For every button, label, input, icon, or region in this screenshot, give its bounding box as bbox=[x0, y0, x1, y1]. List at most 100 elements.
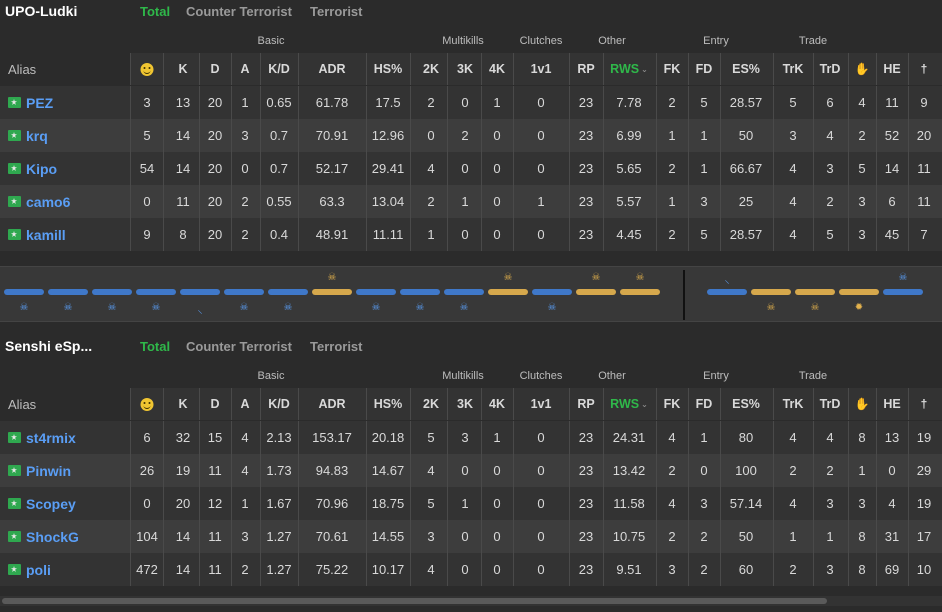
column-header[interactable]: ADR bbox=[318, 388, 345, 420]
column-header[interactable]: HS% bbox=[374, 388, 402, 420]
stat-cell: 19 bbox=[916, 496, 932, 511]
tab-total[interactable]: Total bbox=[140, 4, 171, 19]
column-header[interactable]: ES% bbox=[732, 388, 760, 420]
player-alias[interactable]: Kipo bbox=[8, 152, 57, 185]
round-bar[interactable] bbox=[444, 289, 484, 295]
round-bar[interactable] bbox=[400, 289, 440, 295]
column-header[interactable]: FD bbox=[696, 388, 713, 420]
stat-cell: 75.22 bbox=[315, 562, 349, 577]
round-bar[interactable] bbox=[224, 289, 264, 295]
round-bar[interactable] bbox=[268, 289, 308, 295]
round-bar[interactable] bbox=[795, 289, 835, 295]
column-header[interactable]: K bbox=[178, 388, 187, 420]
column-header[interactable] bbox=[140, 53, 154, 85]
column-header[interactable]: † bbox=[921, 388, 928, 420]
pin-icon: ⸜ bbox=[197, 305, 203, 316]
column-header[interactable]: RWS ⌄ bbox=[610, 388, 648, 420]
stat-cell: 14 bbox=[884, 161, 900, 176]
column-header[interactable]: 1v1 bbox=[531, 388, 552, 420]
stat-cell: 0 bbox=[493, 529, 501, 544]
stat-cell: 20 bbox=[916, 128, 932, 143]
column-header[interactable]: 2K bbox=[423, 388, 439, 420]
column-header[interactable]: TrK bbox=[783, 53, 804, 85]
round-bar[interactable] bbox=[48, 289, 88, 295]
round-bar[interactable] bbox=[751, 289, 791, 295]
column-header[interactable]: FK bbox=[664, 53, 681, 85]
column-header-label: 4K bbox=[489, 62, 505, 76]
column-header[interactable]: 3K bbox=[457, 53, 473, 85]
column-header[interactable]: TrD bbox=[820, 388, 841, 420]
round-bar[interactable] bbox=[883, 289, 923, 295]
tab-counter-terrorist[interactable]: Counter Terrorist bbox=[186, 4, 292, 19]
column-header[interactable]: A bbox=[240, 388, 249, 420]
stat-cell: 8 bbox=[858, 529, 866, 544]
round-bar[interactable] bbox=[4, 289, 44, 295]
scrollbar-thumb[interactable] bbox=[2, 598, 827, 604]
player-alias[interactable]: st4rmix bbox=[8, 421, 76, 454]
round-bar[interactable] bbox=[532, 289, 572, 295]
column-header-alias[interactable]: Alias bbox=[8, 61, 37, 77]
round-bar[interactable] bbox=[620, 289, 660, 295]
horizontal-scrollbar[interactable] bbox=[0, 596, 942, 606]
column-header[interactable]: D bbox=[210, 53, 219, 85]
stat-cell: 4 bbox=[241, 430, 249, 445]
round-bar[interactable] bbox=[576, 289, 616, 295]
column-header[interactable]: RP bbox=[577, 388, 594, 420]
column-header[interactable]: HS% bbox=[374, 53, 402, 85]
column-header[interactable]: RP bbox=[577, 53, 594, 85]
player-alias[interactable]: ShockG bbox=[8, 520, 79, 553]
stat-cell: 19 bbox=[175, 463, 191, 478]
tab-terrorist[interactable]: Terrorist bbox=[310, 339, 363, 354]
column-header[interactable]: FK bbox=[664, 388, 681, 420]
round-bar[interactable] bbox=[488, 289, 528, 295]
player-alias[interactable]: poli bbox=[8, 553, 51, 586]
column-header[interactable]: ES% bbox=[732, 53, 760, 85]
column-header[interactable]: 4K bbox=[489, 53, 505, 85]
column-header[interactable]: K/D bbox=[268, 53, 290, 85]
column-header[interactable]: † bbox=[921, 53, 928, 85]
player-alias[interactable]: Scopey bbox=[8, 487, 76, 520]
column-header[interactable] bbox=[140, 388, 154, 420]
column-header[interactable]: HE bbox=[883, 53, 900, 85]
stat-cell: 0 bbox=[493, 161, 501, 176]
halftime-divider bbox=[683, 270, 685, 320]
round-bar[interactable] bbox=[312, 289, 352, 295]
column-header[interactable]: ✋ bbox=[855, 388, 870, 420]
column-header[interactable]: 2K bbox=[423, 53, 439, 85]
player-name: krq bbox=[26, 127, 48, 144]
round-bar[interactable] bbox=[707, 289, 747, 295]
tab-counter-terrorist[interactable]: Counter Terrorist bbox=[186, 339, 292, 354]
stat-cell: 2 bbox=[668, 227, 676, 242]
round-bar[interactable] bbox=[356, 289, 396, 295]
tab-terrorist[interactable]: Terrorist bbox=[310, 4, 363, 19]
round-bar[interactable] bbox=[136, 289, 176, 295]
column-header[interactable]: HE bbox=[883, 388, 900, 420]
skull-icon: ☠ bbox=[415, 302, 425, 313]
player-alias[interactable]: camo6 bbox=[8, 185, 70, 218]
column-header[interactable]: ADR bbox=[318, 53, 345, 85]
stat-cell: 11 bbox=[917, 194, 931, 209]
column-header[interactable]: RWS ⌄ bbox=[610, 53, 648, 85]
player-name: kamill bbox=[26, 226, 66, 243]
column-header[interactable]: 4K bbox=[489, 388, 505, 420]
column-header[interactable]: A bbox=[240, 53, 249, 85]
column-header[interactable]: TrK bbox=[783, 388, 804, 420]
column-header[interactable]: ✋ bbox=[855, 53, 870, 85]
player-name: Kipo bbox=[26, 160, 58, 177]
tab-total[interactable]: Total bbox=[140, 339, 171, 354]
column-header[interactable]: TrD bbox=[820, 53, 841, 85]
column-header-alias[interactable]: Alias bbox=[8, 396, 37, 412]
column-header[interactable]: D bbox=[210, 388, 219, 420]
column-header[interactable]: K/D bbox=[268, 388, 290, 420]
round-bar[interactable] bbox=[92, 289, 132, 295]
player-alias[interactable]: krq bbox=[8, 119, 48, 152]
column-header[interactable]: K bbox=[178, 53, 187, 85]
column-header[interactable]: 3K bbox=[457, 388, 473, 420]
round-bar[interactable] bbox=[180, 289, 220, 295]
column-header[interactable]: FD bbox=[696, 53, 713, 85]
player-alias[interactable]: Pinwin bbox=[8, 454, 71, 487]
player-alias[interactable]: PEZ bbox=[8, 86, 53, 119]
column-header[interactable]: 1v1 bbox=[531, 53, 552, 85]
round-bar[interactable] bbox=[839, 289, 879, 295]
player-alias[interactable]: kamill bbox=[8, 218, 66, 251]
